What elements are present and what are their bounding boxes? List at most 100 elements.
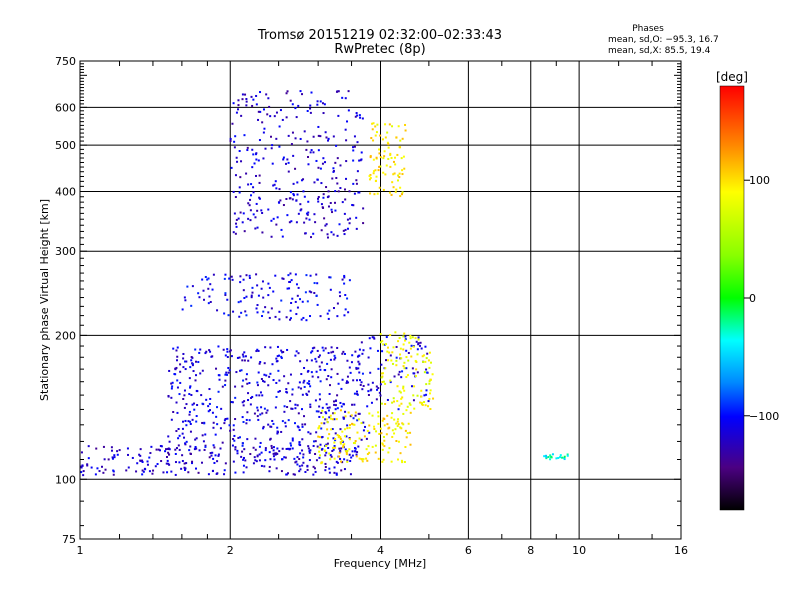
data-point bbox=[263, 373, 266, 376]
data-point bbox=[302, 178, 305, 181]
data-point bbox=[396, 458, 399, 461]
data-point bbox=[399, 186, 402, 189]
data-point bbox=[291, 131, 294, 134]
data-point bbox=[277, 369, 280, 372]
data-point bbox=[302, 456, 305, 459]
data-point bbox=[355, 379, 358, 382]
data-point bbox=[326, 233, 329, 236]
data-point bbox=[237, 217, 240, 220]
data-point bbox=[278, 125, 281, 128]
data-point bbox=[389, 152, 392, 155]
data-point bbox=[289, 272, 292, 275]
data-point bbox=[346, 297, 349, 300]
data-point bbox=[256, 209, 259, 212]
data-point bbox=[279, 109, 282, 112]
data-point bbox=[241, 359, 244, 362]
data-point bbox=[261, 315, 264, 318]
data-point bbox=[297, 386, 300, 389]
data-point bbox=[197, 471, 200, 474]
data-point bbox=[234, 174, 237, 177]
data-point bbox=[285, 447, 288, 450]
data-point bbox=[223, 277, 226, 280]
data-point bbox=[167, 462, 170, 465]
data-point bbox=[336, 315, 339, 318]
data-point bbox=[245, 422, 248, 425]
data-point bbox=[305, 274, 308, 277]
plot-frame bbox=[79, 60, 682, 540]
data-point bbox=[321, 447, 324, 450]
data-point bbox=[359, 379, 362, 382]
data-point bbox=[367, 390, 370, 393]
data-point bbox=[413, 372, 416, 375]
data-point bbox=[280, 470, 283, 473]
data-point bbox=[333, 471, 336, 474]
data-point bbox=[319, 443, 322, 446]
data-point bbox=[425, 393, 428, 396]
data-point bbox=[325, 443, 328, 446]
data-point bbox=[297, 104, 300, 107]
data-point bbox=[268, 451, 271, 454]
data-point bbox=[389, 381, 392, 384]
data-point bbox=[323, 422, 326, 425]
data-point bbox=[223, 312, 226, 315]
data-point bbox=[176, 379, 179, 382]
data-point bbox=[385, 343, 388, 346]
data-point bbox=[204, 445, 207, 448]
data-point bbox=[280, 357, 283, 360]
data-point bbox=[318, 393, 321, 396]
data-point bbox=[390, 460, 393, 463]
data-point bbox=[353, 392, 356, 395]
data-point bbox=[312, 151, 315, 154]
data-point bbox=[330, 376, 333, 379]
data-point bbox=[291, 393, 294, 396]
data-point bbox=[181, 454, 184, 457]
data-point bbox=[332, 167, 335, 170]
data-point bbox=[159, 449, 162, 452]
data-point bbox=[319, 454, 322, 457]
data-point bbox=[168, 463, 171, 466]
data-point bbox=[395, 422, 398, 425]
data-point bbox=[344, 294, 347, 297]
data-point bbox=[385, 336, 388, 339]
data-point bbox=[257, 118, 260, 121]
data-point bbox=[357, 354, 360, 357]
data-point bbox=[379, 156, 382, 159]
axis-ticks bbox=[80, 61, 681, 539]
data-point bbox=[231, 401, 234, 404]
data-point bbox=[309, 111, 312, 114]
data-point bbox=[289, 99, 292, 102]
data-point bbox=[141, 459, 144, 462]
data-point bbox=[347, 381, 350, 384]
data-point bbox=[410, 385, 413, 388]
data-point bbox=[295, 283, 298, 286]
data-point bbox=[377, 169, 380, 172]
data-point bbox=[339, 449, 342, 452]
data-point bbox=[345, 381, 348, 384]
data-point bbox=[328, 309, 331, 312]
data-point bbox=[550, 456, 553, 459]
data-point bbox=[297, 412, 300, 415]
data-point bbox=[380, 372, 383, 375]
data-point bbox=[379, 134, 382, 137]
data-point bbox=[397, 373, 400, 376]
data-point bbox=[242, 379, 245, 382]
x-tick-labels: 1 2 4 6 8 10 16 bbox=[77, 544, 689, 557]
data-point bbox=[235, 225, 238, 228]
data-point bbox=[238, 356, 241, 359]
data-point bbox=[391, 181, 394, 184]
data-point bbox=[209, 350, 212, 353]
data-point bbox=[196, 404, 199, 407]
data-point bbox=[236, 160, 239, 163]
data-point bbox=[287, 274, 290, 277]
data-point bbox=[261, 394, 264, 397]
data-point bbox=[345, 435, 348, 438]
data-point bbox=[258, 362, 261, 365]
data-point bbox=[299, 452, 302, 455]
y-tick-label-2: 200 bbox=[55, 329, 76, 342]
data-point bbox=[390, 359, 393, 362]
data-point bbox=[326, 428, 329, 431]
data-point bbox=[331, 428, 334, 431]
data-point bbox=[406, 432, 409, 435]
data-point bbox=[397, 440, 400, 443]
data-point bbox=[395, 364, 398, 367]
